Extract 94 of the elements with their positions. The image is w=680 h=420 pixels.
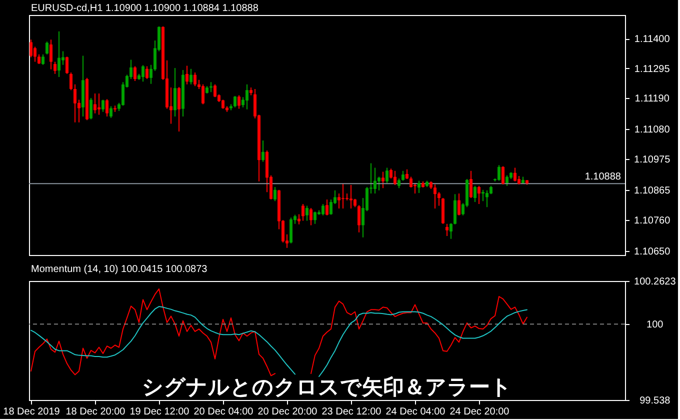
x-tick-label: 20 Dec 20:00 [258, 406, 318, 418]
candlestick [54, 61, 56, 74]
candlestick [30, 39, 32, 58]
candlestick [434, 184, 436, 210]
candlestick [94, 92, 96, 114]
candlestick [486, 190, 488, 208]
candlestick [374, 167, 376, 194]
candlestick [342, 183, 344, 210]
candlestick [378, 176, 380, 191]
candlestick [338, 193, 340, 210]
candlestick [382, 171, 384, 189]
x-tick-label: 24 Dec 20:00 [450, 406, 510, 418]
candlestick [110, 106, 112, 118]
y-tick-label: 1.10865 [634, 186, 671, 197]
candlestick [90, 98, 92, 120]
candlestick [262, 140, 264, 162]
candlestick [238, 94, 240, 110]
candlestick [174, 67, 176, 117]
y-tick-label: 1.10760 [634, 215, 671, 226]
candlestick [446, 223, 448, 237]
x-tick-label: 18 Dec 20:00 [66, 406, 126, 418]
candlestick [146, 66, 148, 80]
candlestick [74, 84, 76, 123]
candlestick [246, 84, 248, 110]
candlestick [142, 64, 144, 82]
y-tick-label: 1.10975 [634, 154, 671, 166]
candlestick [102, 99, 104, 112]
candlestick [474, 185, 476, 203]
candlestick [134, 66, 136, 82]
candlestick [314, 211, 316, 224]
candlestick [194, 72, 196, 87]
y-tick-label: 100.2623 [634, 276, 676, 288]
candlestick [454, 194, 456, 225]
candlestick [514, 167, 516, 182]
candlestick [274, 186, 276, 202]
x-tick-label: 23 Dec 12:00 [322, 406, 382, 418]
chart-title: EURUSD-cd,H1 1.10900 1.10900 1.10884 1.10888 [31, 3, 259, 14]
candlestick [326, 198, 328, 216]
candlestick [506, 174, 508, 186]
candlestick [38, 54, 40, 65]
y-tick-label: 1.10650 [634, 246, 671, 258]
candlestick [290, 217, 292, 244]
candlestick [310, 207, 312, 226]
annotation: シグナルとのクロスで矢印＆アラート [142, 375, 512, 399]
chart-title: Momentum (14, 10) 100.0415 100.0873 [31, 264, 208, 275]
candlestick [214, 84, 216, 98]
candlestick [418, 180, 420, 194]
candlestick [42, 54, 44, 66]
candlestick [50, 39, 52, 70]
candlestick [34, 46, 36, 62]
candlestick [322, 203, 324, 216]
candlestick [66, 56, 68, 74]
candlestick [186, 65, 188, 85]
candlestick [98, 92, 100, 116]
candlestick [470, 170, 472, 199]
y-tick-label: 1.11295 [634, 64, 670, 75]
candlestick [302, 203, 304, 222]
candlestick [298, 214, 300, 225]
candlestick [58, 30, 60, 78]
y-tick-label: 100 [646, 320, 664, 331]
candlestick [402, 170, 404, 182]
candlestick [70, 72, 72, 91]
candlestick [330, 198, 332, 216]
candlestick [106, 98, 108, 117]
candlestick [482, 189, 484, 202]
candlestick [394, 170, 396, 186]
candlestick [450, 222, 452, 240]
y-tick-label: 99.538 [640, 396, 671, 406]
candlestick [202, 84, 204, 105]
candlestick [46, 41, 48, 55]
candlestick [438, 192, 440, 206]
y-tick-label: 1.11400 [634, 34, 670, 46]
candlestick [410, 176, 412, 188]
y-tick-label: 1.11190 [634, 94, 670, 105]
x-tick-label: 19 Dec 12:00 [130, 406, 190, 418]
candlestick [502, 166, 504, 185]
x-tick-label: 18 Dec 2019 [3, 406, 60, 418]
candlestick [406, 168, 408, 180]
candlestick [178, 86, 180, 132]
y-tick-label: 1.11080 [634, 124, 670, 136]
candlestick [398, 178, 400, 189]
candlestick [358, 204, 360, 233]
candlestick [234, 96, 236, 108]
candlestick [478, 185, 480, 204]
candlestick [386, 167, 388, 184]
x-tick-label: 24 Dec 04:00 [386, 406, 446, 418]
candlestick [498, 164, 500, 182]
candlestick [222, 99, 224, 110]
x-tick-label: 20 Dec 04:00 [194, 406, 254, 418]
candlestick [190, 68, 192, 85]
ref-line-label: 1.10888 [584, 172, 622, 183]
candlestick [458, 193, 460, 216]
candlestick [306, 205, 308, 222]
candlestick [350, 184, 352, 210]
